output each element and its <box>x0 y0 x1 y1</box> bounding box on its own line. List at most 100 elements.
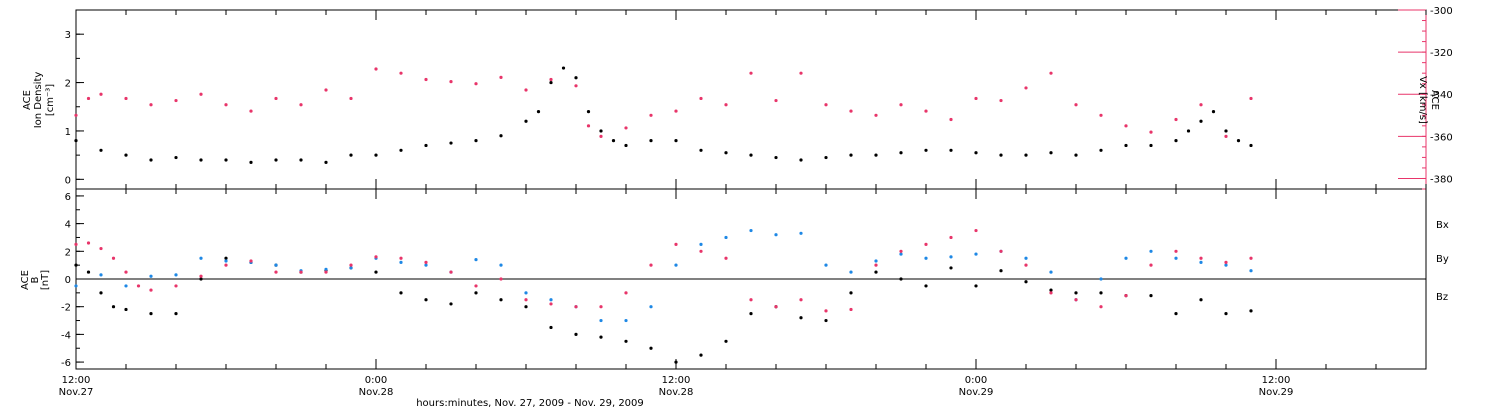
point-vx <box>1174 117 1178 122</box>
bottom-left-tick-label: -4 <box>61 330 71 341</box>
legend-by: By <box>1436 254 1449 265</box>
point-ion-density <box>1149 143 1153 148</box>
point-vx <box>349 96 353 101</box>
point-ion-density <box>549 80 553 85</box>
point-bz <box>274 270 278 274</box>
bottom-left-tick-label: -2 <box>61 303 71 314</box>
point-bz <box>724 256 728 260</box>
bottom-left-tick-label: 4 <box>65 220 71 231</box>
top-right-tick-label: -360 <box>1430 132 1453 143</box>
point-by <box>399 260 403 264</box>
point-bx <box>624 339 628 343</box>
point-bz <box>924 242 928 246</box>
top-right-axis-title-1: ACE <box>1429 90 1440 110</box>
point-vx <box>974 96 978 101</box>
point-by <box>474 258 478 262</box>
point-bx <box>224 256 228 260</box>
point-ion-density <box>524 119 528 123</box>
top-panel-series <box>74 66 1253 164</box>
point-vx <box>299 103 303 107</box>
x-tick-label-date: Nov.28 <box>359 387 394 398</box>
point-bx <box>674 360 678 364</box>
point-ion-density <box>1199 119 1203 123</box>
point-vx <box>1149 130 1153 134</box>
top-left-tick-label: 2 <box>65 79 71 90</box>
point-by <box>549 298 553 302</box>
point-by <box>949 255 953 259</box>
point-bz <box>449 270 453 274</box>
top-left-axis-unit: [cm⁻³] <box>45 84 56 116</box>
legend-bz: Bz <box>1436 292 1448 303</box>
bottom-panel-series <box>74 228 1253 364</box>
point-bz <box>999 249 1003 253</box>
point-vx <box>574 84 578 88</box>
point-bz <box>549 302 553 306</box>
point-bx <box>1024 280 1028 284</box>
point-bz <box>749 298 753 302</box>
point-by <box>1249 269 1253 273</box>
point-vx <box>1049 71 1053 75</box>
point-bx <box>1199 298 1203 302</box>
point-bz <box>774 305 778 309</box>
point-ion-density <box>124 153 128 157</box>
point-vx <box>599 134 603 138</box>
point-bx <box>1224 312 1228 316</box>
point-ion-density <box>324 160 328 164</box>
point-ion-density <box>1224 129 1228 133</box>
top-right-tick-label: -320 <box>1430 48 1453 59</box>
point-bx <box>499 298 503 302</box>
point-vx <box>524 88 528 92</box>
point-by <box>599 318 603 323</box>
x-tick-label-date: Nov.28 <box>659 387 694 398</box>
point-ion-density <box>924 148 928 152</box>
point-ion-density <box>449 141 453 145</box>
x-tick-label-time: 0:00 <box>965 375 987 386</box>
point-by <box>74 284 78 288</box>
point-vx <box>86 96 91 101</box>
point-vx <box>799 71 803 75</box>
point-ion-density <box>849 153 853 157</box>
point-by <box>624 318 628 323</box>
bottom-left-tick-label: 6 <box>65 192 71 203</box>
point-bz <box>1049 291 1053 295</box>
point-vx <box>449 80 453 84</box>
point-by <box>874 259 878 263</box>
point-bz <box>899 249 903 253</box>
point-bx <box>549 325 553 330</box>
point-vx <box>1074 103 1078 107</box>
top-right-axis-ticks: -300 -320 -340 -360 -380 <box>1398 6 1453 190</box>
x-tick-label-time: 12:00 <box>1262 375 1291 386</box>
point-bz <box>349 263 353 267</box>
point-bx <box>199 277 203 281</box>
point-by <box>774 233 778 237</box>
point-by <box>499 263 503 267</box>
point-vx <box>549 77 553 82</box>
point-bx <box>574 332 578 336</box>
point-bz <box>124 270 128 274</box>
point-bz <box>199 274 203 278</box>
point-bz <box>1249 256 1253 260</box>
x-axis-ticks: 12:00Nov.270:00Nov.2812:00Nov.280:00Nov.… <box>59 10 1427 398</box>
bottom-left-tick-label: 0 <box>65 275 71 286</box>
point-by <box>1224 263 1228 267</box>
point-vx <box>674 109 678 113</box>
point-ion-density <box>174 155 178 160</box>
top-right-tick-label: -300 <box>1430 6 1453 17</box>
point-by <box>149 274 153 278</box>
point-bz <box>1174 249 1178 253</box>
point-by <box>699 242 703 246</box>
point-vx <box>1024 86 1028 90</box>
point-by <box>1174 256 1178 260</box>
point-ion-density <box>724 151 728 155</box>
point-vx <box>924 109 928 113</box>
point-vx <box>774 98 778 103</box>
point-vx <box>74 113 78 117</box>
point-vx <box>1249 96 1253 101</box>
point-by <box>799 231 803 235</box>
point-ion-density <box>499 134 503 138</box>
point-ion-density <box>599 129 603 133</box>
point-by <box>324 267 328 271</box>
point-vx <box>324 88 328 92</box>
point-bz <box>874 263 878 267</box>
point-by <box>199 256 203 260</box>
